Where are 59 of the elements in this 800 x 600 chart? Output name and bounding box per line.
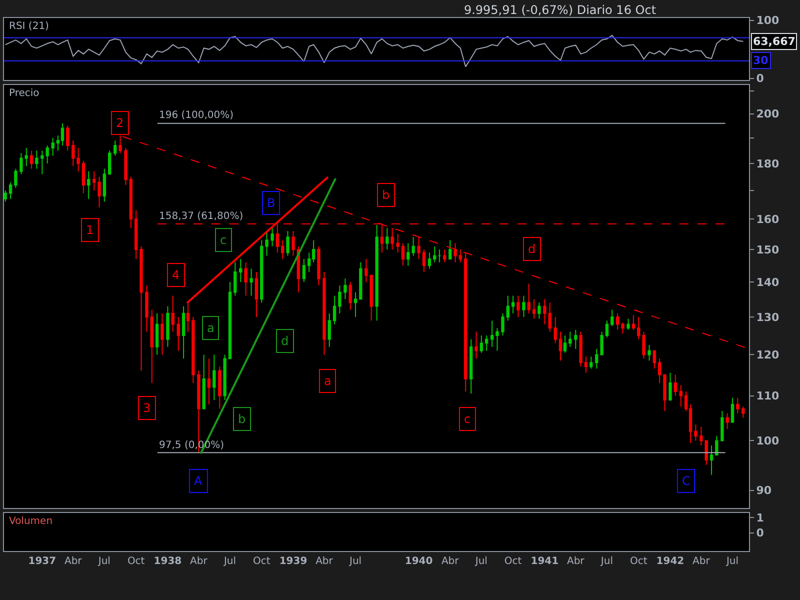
x-tick-label: 1937 bbox=[28, 556, 56, 567]
y-tick-label: 90 bbox=[756, 484, 772, 498]
y-tick-label: 0 bbox=[756, 526, 764, 540]
x-tick-label: Jul bbox=[222, 556, 236, 567]
chart-subtitle: RSI (21) bbox=[9, 21, 50, 32]
annotation: b bbox=[238, 412, 246, 426]
x-tick-label: Oct bbox=[630, 556, 648, 567]
y-tick-label: 160 bbox=[756, 212, 780, 226]
y-tick-label: 180 bbox=[756, 157, 780, 170]
annotation: c bbox=[464, 412, 471, 426]
annotation: 1 bbox=[86, 223, 94, 237]
annotation: 3 bbox=[143, 401, 151, 415]
x-tick-label: 1942 bbox=[656, 556, 684, 567]
y-tick-label: 120 bbox=[756, 348, 780, 362]
x-tick-label: Abr bbox=[566, 556, 586, 567]
x-tick-label: Jul bbox=[474, 556, 488, 567]
x-tick-label: Abr bbox=[692, 556, 711, 567]
chart-title: 9.995,91 (-0,67%) Diario 16 Oct bbox=[464, 3, 656, 18]
x-tick-label: Jul bbox=[725, 556, 739, 567]
y-tick-label: 0 bbox=[756, 72, 764, 86]
annotation: a bbox=[207, 321, 214, 335]
chart-title: Volumen bbox=[9, 516, 53, 527]
annotation: C bbox=[682, 474, 690, 488]
series-label: 158,37 (61,80%) bbox=[159, 211, 244, 222]
x-tick-label: Abr bbox=[64, 556, 83, 567]
x-tick-label: Oct bbox=[504, 556, 522, 567]
y-tick-label: 200 bbox=[756, 108, 780, 121]
x-tick-label: Abr bbox=[316, 556, 334, 567]
annotation: d bbox=[528, 242, 536, 256]
y-tick-label: 140 bbox=[756, 276, 780, 289]
x-tick-label: 1939 bbox=[279, 556, 308, 567]
annotation: b bbox=[382, 188, 390, 202]
y-tick-label: 130 bbox=[756, 310, 780, 324]
x-tick-label: Jul bbox=[600, 556, 613, 567]
annotation: 4 bbox=[172, 268, 180, 282]
x-tick-label: Jul bbox=[348, 556, 362, 567]
x-tick-label: Abr bbox=[441, 556, 460, 567]
x-tick-label: Jul bbox=[97, 556, 110, 567]
y-tick-label: 100 bbox=[756, 14, 780, 28]
y-tick-label: 110 bbox=[756, 390, 780, 403]
x-tick-label: Oct bbox=[252, 556, 270, 567]
y-tick-label: 150 bbox=[756, 243, 780, 256]
annotation: a bbox=[324, 374, 332, 388]
annotation: B bbox=[267, 196, 276, 210]
x-tick-label: Oct bbox=[127, 556, 145, 567]
x-tick-label: 1941 bbox=[530, 556, 559, 567]
annotation: d bbox=[281, 334, 289, 348]
x-tick-label: 1938 bbox=[154, 556, 182, 567]
x-tick-label: Abr bbox=[190, 556, 208, 567]
series-label: 196 (100,00%) bbox=[159, 110, 234, 121]
chart-title: Precio bbox=[9, 88, 40, 99]
ref-line-label: 30 bbox=[753, 54, 769, 67]
annotation: A bbox=[194, 474, 203, 488]
y-tick-label: 1 bbox=[756, 511, 764, 524]
y-tick-label: 100 bbox=[756, 434, 780, 448]
annotation: 63,667 bbox=[753, 35, 796, 48]
annotation: 2 bbox=[116, 116, 124, 130]
x-tick-label: 1940 bbox=[404, 556, 433, 567]
annotation: c bbox=[220, 233, 227, 247]
